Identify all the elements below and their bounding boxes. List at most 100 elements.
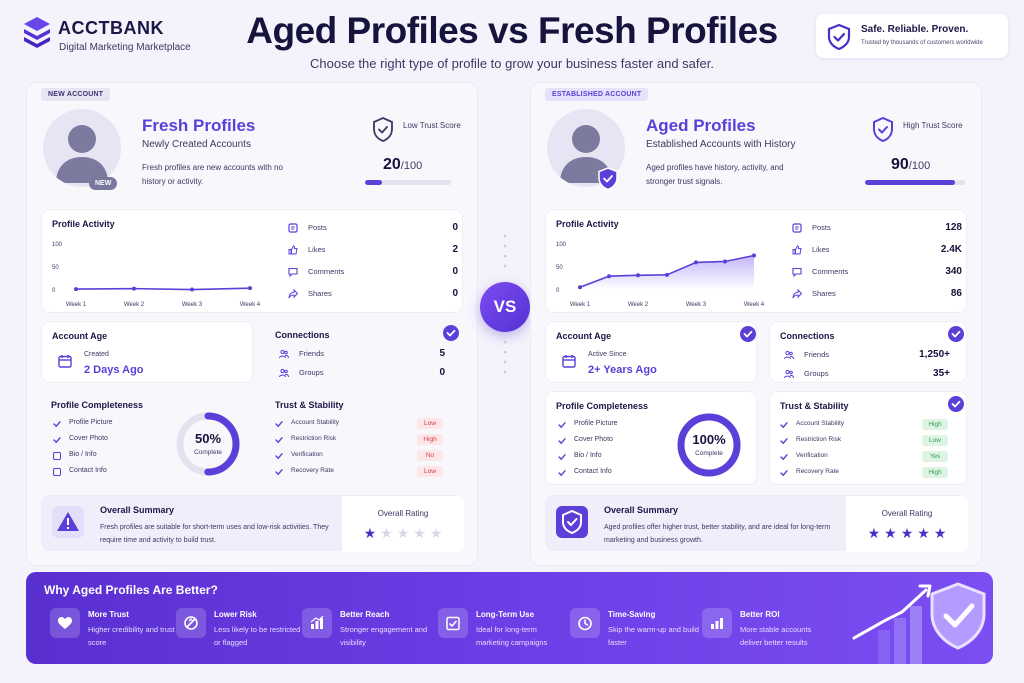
completeness-item-label: Bio / Info bbox=[574, 452, 602, 459]
page-subtitle: Choose the right type of profile to grow… bbox=[310, 56, 714, 71]
trust-box: Safe. Reliable. Proven. Trusted by thous… bbox=[816, 14, 1008, 58]
age-value: 2+ Years Ago bbox=[588, 364, 657, 376]
check-icon bbox=[780, 454, 788, 461]
check-icon bbox=[558, 454, 566, 461]
calendar-icon bbox=[58, 355, 72, 368]
stability-label: Account Stability bbox=[796, 420, 845, 427]
y-tick-label: 50 bbox=[52, 265, 59, 271]
calendar-icon bbox=[562, 355, 576, 368]
rating-label: Overall Rating bbox=[377, 509, 429, 518]
card-title: Connections bbox=[275, 330, 330, 340]
star-icon: ★ bbox=[429, 525, 443, 541]
trust-box-title: Safe. Reliable. Proven. bbox=[861, 24, 969, 35]
star-rating: ★ ★ ★ ★ ★ bbox=[353, 526, 453, 540]
x-tick-label: Week 2 bbox=[124, 302, 145, 308]
star-icon: ★ bbox=[413, 525, 426, 541]
card-title: Profile Activity bbox=[556, 219, 619, 229]
user-silhouette-icon bbox=[56, 125, 108, 183]
connections-card: Connections Friends 5 Groups 0 bbox=[265, 321, 463, 383]
panel-description: Fresh profiles are new accounts with no … bbox=[142, 163, 283, 186]
activity-point bbox=[752, 253, 756, 258]
trust-score: High Trust Score 90/100 bbox=[865, 116, 965, 188]
benefit-long-term-use: Long-Term Use Ideal for long-term market… bbox=[438, 606, 568, 652]
activity-point bbox=[190, 287, 194, 292]
card-title: Account Age bbox=[556, 331, 612, 341]
comment-icon bbox=[792, 267, 802, 277]
summary-title: Overall Summary bbox=[100, 505, 175, 515]
roi-icon bbox=[702, 608, 732, 638]
check-icon bbox=[558, 438, 566, 445]
card-title: Profile Activity bbox=[52, 219, 115, 229]
panel-subtitle: Established Accounts with History bbox=[646, 139, 796, 150]
warning-icon bbox=[52, 506, 84, 538]
trust-score-label: High Trust Score bbox=[903, 121, 963, 130]
completeness-item-label: Bio / Info bbox=[69, 451, 97, 458]
benefit-time-saving: Time-Saving Skip the warm-up and build f… bbox=[570, 606, 700, 652]
completeness-donut: 100% Complete bbox=[676, 412, 742, 478]
panel-title: Fresh Profiles bbox=[142, 116, 256, 135]
stat-shares: Shares 0 bbox=[288, 288, 458, 302]
panel-title: Aged Profiles bbox=[646, 116, 756, 135]
completeness-item: Cover Photo bbox=[558, 436, 678, 448]
check-icon bbox=[53, 437, 61, 444]
clock-icon bbox=[570, 608, 600, 638]
reach-icon bbox=[302, 608, 332, 638]
trust-score-bar-fill bbox=[865, 180, 955, 185]
activity-line-chart: 100 50 0 Week 1 Week 2 Week 3 Week 4 bbox=[52, 242, 260, 308]
stat-likes: Likes 2 bbox=[288, 244, 458, 258]
star-icon: ★ bbox=[363, 525, 377, 541]
activity-point bbox=[248, 286, 252, 291]
completeness-item-label: Profile Picture bbox=[69, 419, 113, 426]
check-circle-icon bbox=[443, 325, 459, 341]
star-icon: ★ bbox=[933, 525, 947, 541]
post-icon bbox=[288, 223, 298, 233]
stability-status-badge: Low bbox=[922, 435, 948, 446]
panel-description: Aged profiles have history, activity, an… bbox=[646, 163, 784, 186]
benefits-banner: Why Aged Profiles Are Better? More Trust… bbox=[26, 572, 993, 664]
divider-dots-top bbox=[503, 232, 507, 276]
activity-point bbox=[665, 272, 669, 277]
stability-item: Recovery Rate High bbox=[780, 467, 948, 480]
activity-point bbox=[607, 274, 611, 279]
activity-point bbox=[694, 260, 698, 265]
stat-likes: Likes 2.4K bbox=[792, 244, 962, 258]
benefits-title: Why Aged Profiles Are Better? bbox=[44, 583, 218, 597]
y-tick-label: 0 bbox=[52, 288, 56, 294]
stability-label: Verification bbox=[291, 451, 323, 458]
aged-profiles-panel: ESTABLISHED ACCOUNT Aged Profiles Establ… bbox=[530, 82, 982, 566]
trust-score-value: 90/100 bbox=[891, 156, 931, 173]
check-icon bbox=[780, 438, 788, 445]
card-title: Profile Completeness bbox=[556, 401, 649, 411]
stability-status-badge: High bbox=[922, 467, 948, 478]
x-tick-label: Week 1 bbox=[66, 302, 87, 308]
stability-status-badge: High bbox=[417, 434, 443, 445]
long-term-icon bbox=[438, 608, 468, 638]
benefit-lower-risk: Lower Risk Less likely to be restricted … bbox=[176, 606, 306, 652]
brand[interactable]: ACCTBANK Digital Marketing Marketplace bbox=[22, 16, 222, 60]
y-tick-label: 50 bbox=[556, 265, 563, 271]
profile-completeness-card: Profile Completeness Profile Picture Cove… bbox=[41, 391, 253, 485]
x-tick-label: Week 1 bbox=[570, 302, 591, 308]
trust-score-bar-fill bbox=[365, 180, 383, 185]
account-age-card: Account Age Active Since 2+ Years Ago bbox=[545, 321, 757, 383]
activity-line-chart: 100 50 0 Week 1 Week 2 Week 3 Week 4 bbox=[556, 242, 764, 308]
activity-area bbox=[580, 255, 754, 290]
post-icon bbox=[792, 223, 802, 233]
age-label: Created bbox=[84, 351, 109, 358]
trust-score: Low Trust Score 20/100 bbox=[365, 116, 465, 188]
stability-item: Restriction Risk High bbox=[275, 434, 443, 447]
check-icon bbox=[780, 470, 788, 477]
lower-risk-icon bbox=[176, 608, 206, 638]
overall-summary-card: Overall Summary Fresh profiles are suita… bbox=[41, 495, 464, 552]
completeness-label: Complete bbox=[194, 449, 222, 456]
page-title: Aged Profiles vs Fresh Profiles bbox=[246, 10, 778, 51]
connection-groups: Groups 0 bbox=[279, 367, 445, 381]
completeness-value: 100% bbox=[692, 432, 726, 447]
benefit-better-roi: Better ROI More stable accounts deliver … bbox=[702, 606, 832, 652]
new-badge: NEW bbox=[89, 177, 118, 190]
check-icon bbox=[780, 422, 788, 429]
completeness-item: Bio / Info bbox=[53, 451, 173, 463]
age-value: 2 Days Ago bbox=[84, 364, 144, 376]
groups-icon bbox=[279, 368, 289, 378]
completeness-item: Profile Picture bbox=[558, 420, 678, 432]
